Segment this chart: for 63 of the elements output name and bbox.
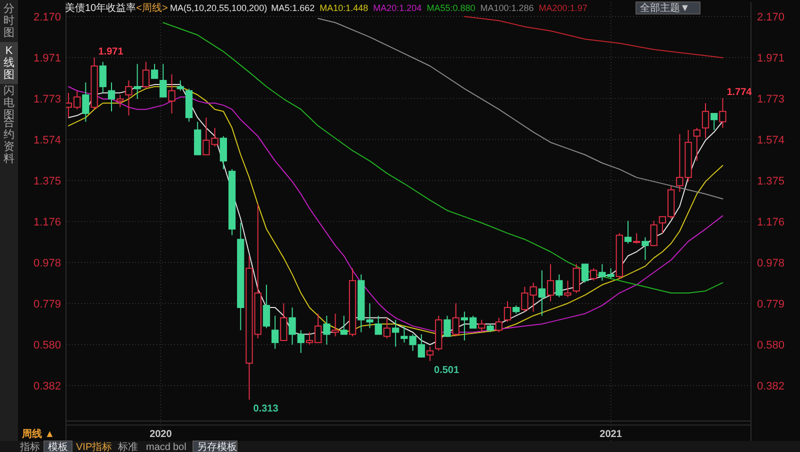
- y-tick-label: 0.580: [33, 340, 61, 352]
- text: 模板: [48, 441, 68, 452]
- candlestick: [719, 98, 726, 128]
- x-tick-label: 2021: [600, 429, 622, 440]
- annotation: 0.313: [253, 404, 279, 415]
- y-tick-label: 0.382: [33, 380, 61, 392]
- annotation: 1.971: [98, 46, 124, 58]
- text: 标准: [117, 441, 138, 452]
- y-tick-label: 0.978: [33, 257, 61, 270]
- y-tick-label: 2.170: [33, 11, 61, 24]
- text: MA100:1.286: [480, 3, 534, 13]
- text: MA10:1.448: [320, 3, 368, 13]
- text: 另存模板: [197, 441, 237, 452]
- y2-tick-label: 1.375: [757, 176, 785, 188]
- y2-tick-label: 0.580: [757, 340, 785, 352]
- line-series: [162, 22, 724, 294]
- candlestick: [168, 74, 176, 114]
- chart-subtitle: <周线>: [136, 2, 168, 14]
- annotation: 全部主题▼: [640, 2, 690, 14]
- series-label: MA200:1.97: [538, 3, 588, 13]
- y2-tick-label: 0.779: [757, 298, 785, 311]
- candlestick: [538, 270, 546, 316]
- text: 分时图: [4, 3, 14, 39]
- candlestick: [426, 346, 434, 362]
- y-tick-label: 1.971: [33, 52, 61, 65]
- text: macd: [146, 442, 170, 452]
- legend-title: MA(5,10,20,55,100,200): [170, 3, 268, 13]
- y-tick-label: 1.375: [33, 176, 61, 188]
- y2-tick-label: 0.382: [757, 380, 785, 392]
- text: VIP指标: [76, 441, 112, 452]
- candlestick: [82, 82, 90, 122]
- candlestick: [108, 82, 116, 112]
- line-series: [464, 16, 724, 58]
- annotation: 1.774: [726, 87, 752, 98]
- y-tick-label: 1.176: [33, 216, 61, 229]
- text: 指标: [19, 441, 40, 452]
- line-series: [318, 18, 724, 200]
- text: bol: [173, 442, 186, 452]
- annotation: 0.501: [434, 364, 460, 376]
- text: MA5:1.662: [271, 3, 315, 13]
- candlestick: [134, 63, 141, 100]
- y2-tick-label: 0.978: [757, 257, 785, 270]
- candlestick: [237, 222, 244, 331]
- y-tick-label: 1.574: [33, 134, 61, 146]
- candlestick: [271, 315, 279, 350]
- y2-tick-label: 1.176: [757, 216, 785, 229]
- candlestick: [332, 313, 339, 337]
- y2-tick-label: 1.971: [757, 52, 785, 65]
- chart-title: 美债10年收益率: [65, 2, 136, 14]
- candlestick: [702, 102, 710, 139]
- text: K线图: [4, 45, 14, 81]
- y2-tick-label: 2.170: [757, 11, 785, 24]
- y2-tick-label: 1.773: [757, 93, 785, 106]
- text: MA20:1.204: [373, 3, 422, 13]
- candlestick: [392, 319, 400, 348]
- x-tick-label: 2020: [150, 429, 172, 440]
- y-tick-label: 1.773: [33, 93, 61, 106]
- text: MA55:0.880: [426, 3, 476, 13]
- text: 周线 ▲: [21, 428, 55, 440]
- candlestick: [546, 264, 554, 302]
- candlestick: [323, 315, 330, 346]
- y-tick-label: 0.779: [33, 298, 61, 311]
- y2-tick-label: 1.574: [757, 134, 785, 146]
